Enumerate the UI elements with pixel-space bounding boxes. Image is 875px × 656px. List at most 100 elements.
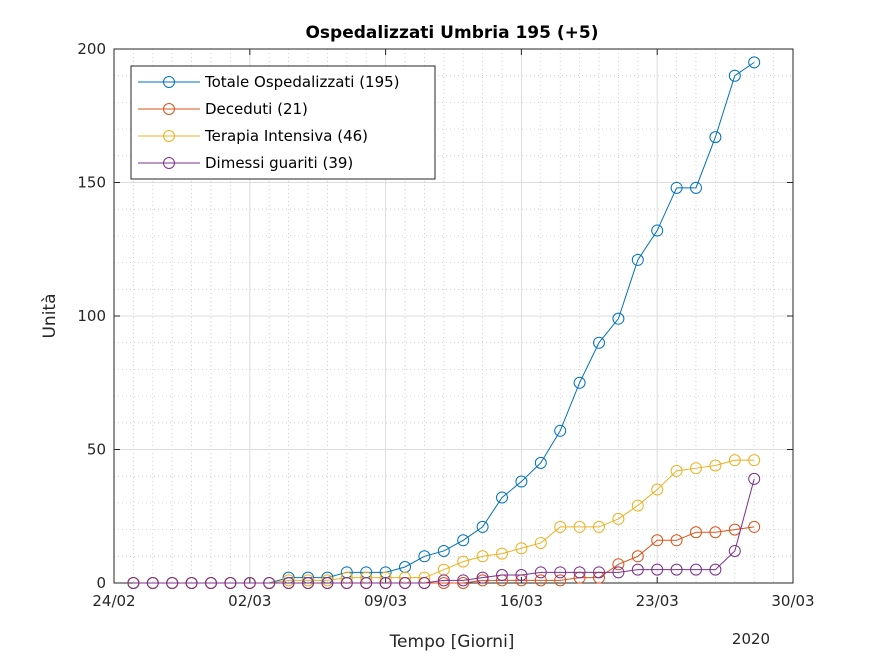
x-tick-label: 02/03 [228,592,271,610]
legend-label: Terapia Intensiva (46) [204,127,368,145]
data-point [437,544,450,557]
legend-item: Totale Ospedalizzati (195) [138,73,400,91]
data-point [573,566,586,579]
data-point [709,563,722,576]
data-point [418,577,431,589]
data-point [321,577,334,589]
data-point [166,577,179,589]
data-point [476,574,489,587]
data-point [554,520,567,533]
legend-label: Totale Ospedalizzati (195) [204,73,400,91]
data-point [651,483,664,496]
data-point [302,577,314,589]
data-point [709,131,722,144]
x-axis-ticks: 24/02 02/03 09/03 16/03 23/03 30/03 [92,49,815,610]
data-point [379,577,392,589]
data-point [670,534,683,547]
data-point [263,577,276,589]
x-tick-label: 23/03 [636,592,679,610]
data-point [631,563,644,576]
legend-label: Dimessi guariti (39) [205,154,353,172]
data-point [612,312,625,325]
series-line [133,478,755,584]
data-point [515,475,528,488]
series-group [127,56,761,589]
data-point [476,571,489,584]
y-axis-ticks: 0 50 100 150 200 [77,40,793,592]
data-point [224,577,237,589]
chart-title: Ospedalizzati Umbria 195 (+5) [305,23,598,43]
data-point [457,534,470,547]
data-point [690,526,702,539]
data-point [418,550,431,563]
data-point [515,542,528,555]
data-point [554,574,567,587]
data-point [612,512,625,525]
x-axis-label: Tempo [Giorni] [389,632,515,652]
data-point [709,459,722,472]
legend-box [130,65,436,180]
data-point [690,462,702,475]
data-point [534,574,547,587]
data-point [593,566,605,579]
data-point [554,424,567,437]
data-point [612,558,625,571]
data-point [457,555,470,568]
data-point [670,563,683,576]
legend: Totale Ospedalizzati (195) Deceduti (21) T… [130,65,436,180]
data-point [437,574,450,587]
x-tick-label: 24/02 [92,592,135,610]
data-point [651,534,664,547]
data-point [612,566,625,579]
data-point [205,577,217,589]
legend-item: Dimessi guariti (39) [138,154,353,172]
data-point [457,577,470,589]
x-tick-label: 30/03 [771,592,814,610]
legend-marker [163,157,175,169]
legend-item: Terapia Intensiva (46) [138,127,368,145]
data-point [748,56,761,69]
data-point [709,526,722,539]
x-tick-label: 16/03 [500,592,543,610]
data-point [748,472,761,485]
data-point [476,550,489,563]
data-point [496,491,508,504]
data-point [631,550,644,563]
data-point [690,563,702,576]
data-point [127,577,140,589]
data-point [593,520,605,533]
data-point [496,547,508,560]
data-point [690,181,702,194]
data-point [534,536,547,549]
x-axis-year-label: 2020 [732,630,770,648]
y-tick-label: 200 [77,40,106,58]
data-point [670,464,683,477]
y-tick-label: 50 [87,441,106,459]
data-point [476,520,489,533]
data-point [748,454,761,467]
data-point [573,376,586,389]
data-point [534,456,547,469]
data-point [243,577,256,589]
series-4 [127,472,761,589]
data-point [631,253,644,266]
data-point [321,574,334,587]
x-tick-label: 09/03 [364,592,407,610]
data-point [728,544,741,557]
data-point [728,69,741,82]
data-point [515,568,528,581]
legend-marker [163,103,175,115]
legend-item: Deceduti (21) [138,100,308,118]
data-point [728,454,741,467]
legend-marker [163,130,175,142]
data-point [631,499,644,512]
data-point [399,577,411,589]
data-point [651,563,664,576]
data-point [302,574,314,587]
legend-label: Deceduti (21) [205,100,308,118]
y-axis-label: Unità [40,293,60,338]
data-point [748,520,761,533]
data-point [670,181,683,194]
data-point [437,577,450,589]
